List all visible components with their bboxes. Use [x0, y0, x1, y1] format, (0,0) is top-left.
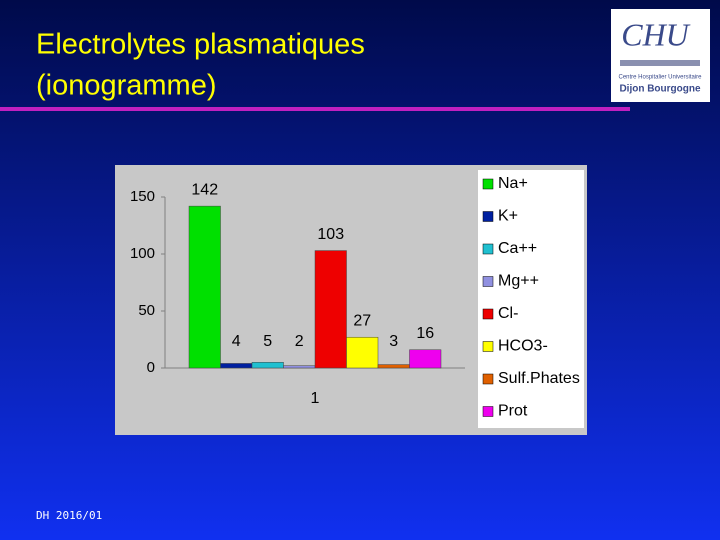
bar — [346, 336, 379, 369]
footer: DH 2016/01 — [36, 509, 102, 522]
legend-swatch — [482, 211, 494, 222]
logo-name: CHU — [621, 16, 690, 52]
data-label: 27 — [353, 312, 371, 329]
y-tick-label: 150 — [130, 188, 155, 205]
data-label: 103 — [317, 226, 344, 243]
legend-label: Prot — [498, 403, 528, 420]
slide-title: (ionogramme) — [36, 70, 217, 102]
legend-box — [478, 170, 584, 428]
y-tick-label: 50 — [138, 302, 155, 319]
bar — [283, 365, 316, 369]
legend-swatch — [482, 341, 494, 352]
legend-swatch — [482, 178, 494, 190]
data-label: 142 — [191, 181, 218, 198]
legend-swatch — [482, 308, 494, 320]
legend-swatch — [482, 373, 494, 385]
legend-swatch — [482, 406, 494, 417]
legend-label: K+ — [498, 208, 518, 225]
chart: 0 50 100 150 1 142 4 5 2 103 27 3 16 Na+ K+ Ca++ Mg++ Cl-… — [130, 175, 580, 420]
bar — [314, 250, 347, 369]
logo-line: Dijon Bourgogne — [619, 84, 701, 95]
legend-swatch — [482, 243, 494, 255]
bar — [377, 364, 410, 369]
data-label: 3 — [389, 333, 398, 350]
logo-bar — [620, 60, 700, 66]
logo-box — [611, 9, 710, 102]
legend-label: Na+ — [498, 175, 528, 192]
bar — [251, 362, 284, 369]
legend-label: HCO3- — [498, 338, 548, 355]
bar — [188, 205, 221, 369]
title-rule — [0, 107, 630, 111]
x-tick-label: 1 — [311, 390, 320, 407]
slide-title: Electrolytes plasmatiques — [36, 29, 365, 61]
data-label: 16 — [416, 325, 434, 342]
y-tick-label: 0 — [147, 359, 155, 376]
legend-label: Cl- — [498, 305, 518, 322]
y-tick-label: 100 — [130, 245, 155, 262]
data-label: 4 — [232, 333, 241, 350]
logo: CHU Centre Hospitalier Universitaire Dij… — [611, 9, 710, 102]
legend-swatch — [482, 276, 494, 287]
data-label: 5 — [263, 333, 272, 350]
legend-label: Sulf.Phates — [498, 370, 580, 387]
data-label: 2 — [295, 333, 304, 350]
logo-line: Centre Hospitalier Universitaire — [618, 75, 702, 81]
bar — [220, 363, 253, 369]
legend-label: Mg++ — [498, 273, 539, 290]
bar — [409, 349, 442, 369]
legend-label: Ca++ — [498, 240, 537, 257]
